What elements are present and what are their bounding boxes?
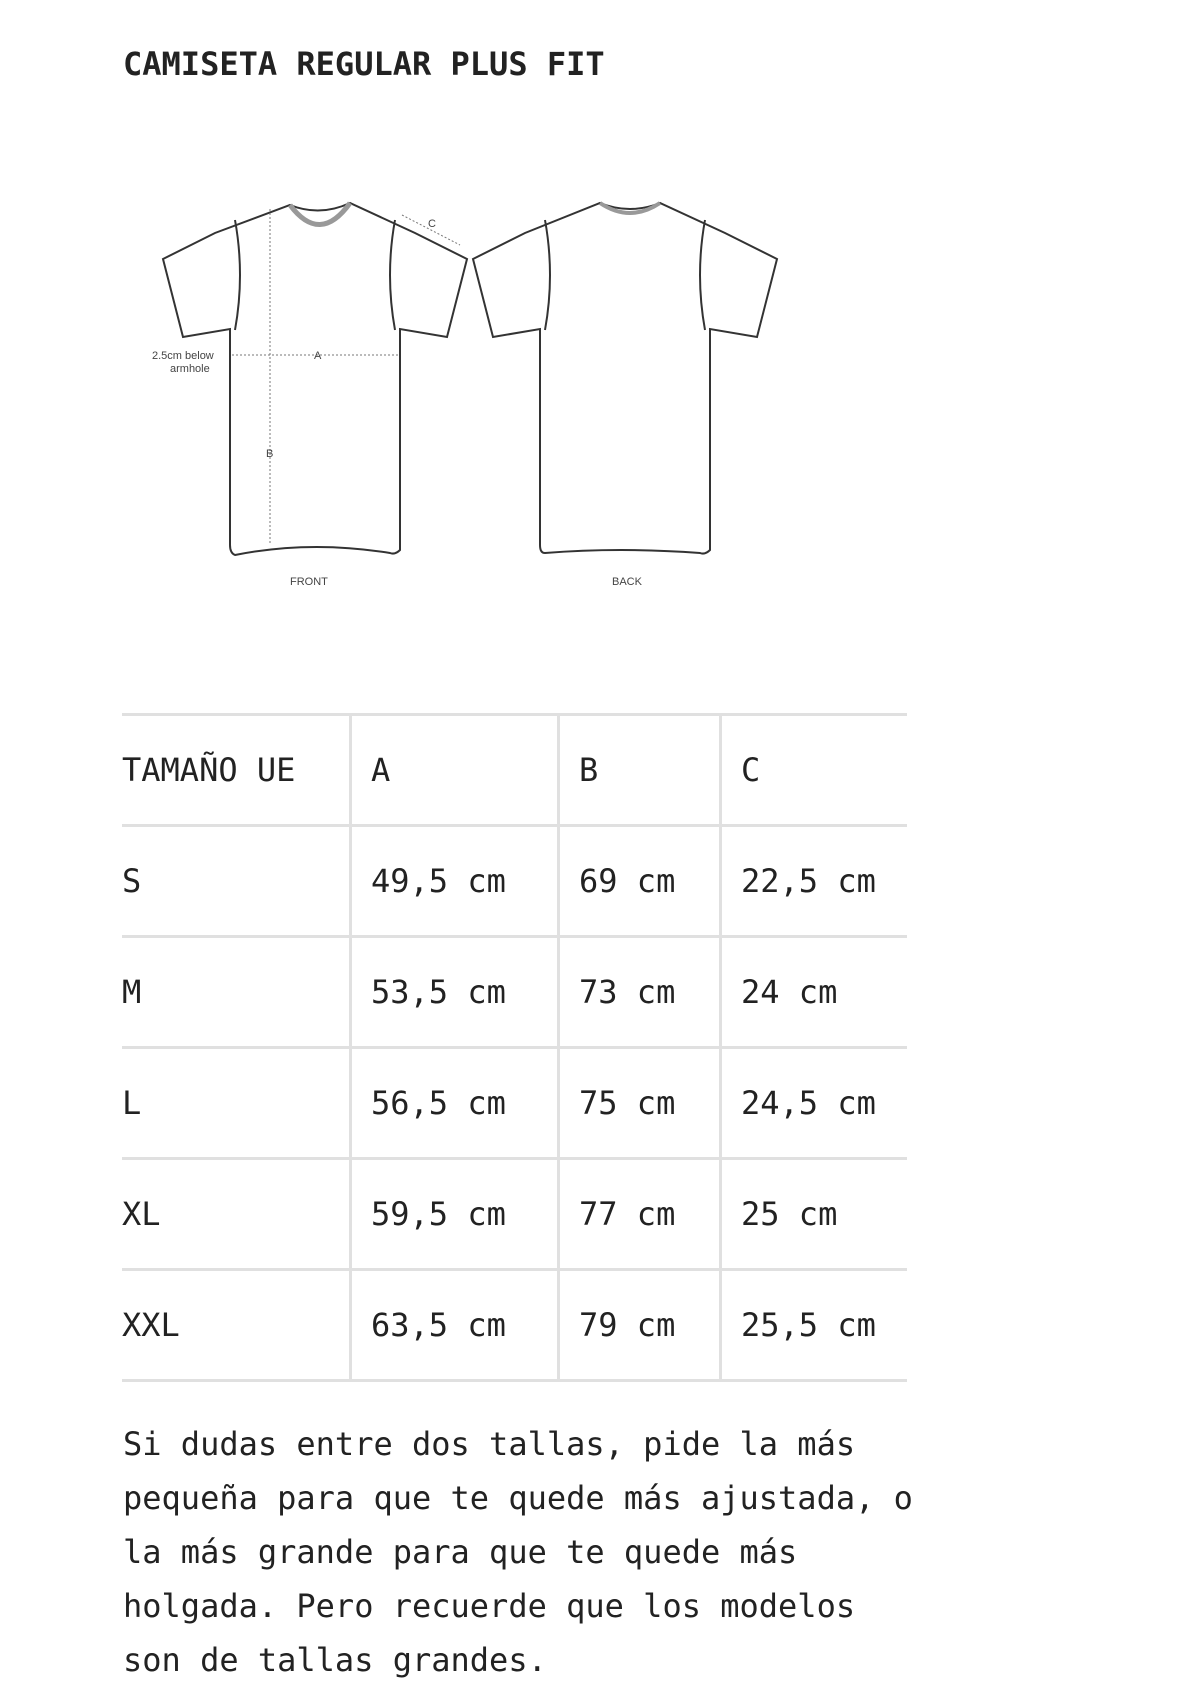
- page-title: CAMISETA REGULAR PLUS FIT: [123, 45, 605, 83]
- cell-a: 56,5 cm: [349, 1046, 559, 1160]
- cell-c: 24 cm: [719, 935, 907, 1049]
- cell-a: 59,5 cm: [349, 1157, 559, 1271]
- table-row: S 49,5 cm 69 cm 22,5 cm: [122, 824, 907, 938]
- front-tshirt-illustration: [161, 201, 469, 557]
- header-size: TAMAÑO UE: [122, 713, 351, 827]
- back-label: BACK: [612, 576, 643, 588]
- size-advice-note: Si dudas entre dos tallas, pide la más p…: [123, 1425, 913, 1679]
- table-row: L 56,5 cm 75 cm 24,5 cm: [122, 1046, 907, 1160]
- header-b: B: [557, 713, 721, 827]
- table-header-row: TAMAÑO UE A B C: [122, 713, 907, 827]
- cell-b: 77 cm: [557, 1157, 721, 1271]
- cell-a: 49,5 cm: [349, 824, 559, 938]
- front-measurement-lines: [232, 209, 461, 543]
- table-row: XL 59,5 cm 77 cm 25 cm: [122, 1157, 907, 1271]
- marker-a: A: [314, 350, 322, 362]
- cell-c: 22,5 cm: [719, 824, 907, 938]
- cell-size: XXL: [122, 1268, 351, 1382]
- cell-b: 73 cm: [557, 935, 721, 1049]
- cell-c: 25,5 cm: [719, 1268, 907, 1382]
- front-label: FRONT: [290, 576, 328, 588]
- size-chart-table: TAMAÑO UE A B C S 49,5 cm 69 cm 22,5 cm …: [122, 713, 907, 1382]
- cell-size: XL: [122, 1157, 351, 1271]
- cell-size: M: [122, 935, 351, 1049]
- cell-b: 75 cm: [557, 1046, 721, 1160]
- measure-note-line2: armhole: [170, 363, 210, 375]
- cell-b: 69 cm: [557, 824, 721, 938]
- cell-a: 63,5 cm: [349, 1268, 559, 1382]
- cell-b: 79 cm: [557, 1268, 721, 1382]
- back-tshirt-illustration: [471, 201, 779, 555]
- cell-a: 53,5 cm: [349, 935, 559, 1049]
- marker-c: C: [428, 218, 436, 230]
- table-row: XXL 63,5 cm 79 cm 25,5 cm: [122, 1268, 907, 1382]
- measure-note-line1: 2.5cm below: [152, 350, 214, 362]
- cell-c: 24,5 cm: [719, 1046, 907, 1160]
- header-a: A: [349, 713, 559, 827]
- table-row: M 53,5 cm 73 cm 24 cm: [122, 935, 907, 1049]
- header-c: C: [719, 713, 907, 827]
- cell-size: S: [122, 824, 351, 938]
- cell-size: L: [122, 1046, 351, 1160]
- marker-b: B: [266, 448, 273, 460]
- tshirt-size-diagram: A B C 2.5cm below armhole FRONT BACK: [152, 201, 779, 588]
- cell-c: 25 cm: [719, 1157, 907, 1271]
